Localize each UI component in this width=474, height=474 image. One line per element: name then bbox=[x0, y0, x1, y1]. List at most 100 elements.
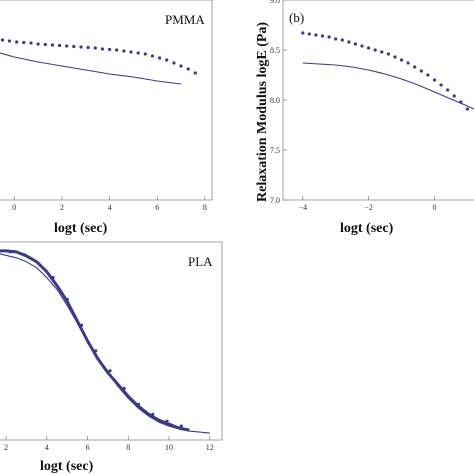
pmma-series bbox=[0, 38, 197, 85]
pla-data-point bbox=[37, 262, 41, 266]
panel-b-data-point bbox=[386, 52, 390, 56]
pla-series bbox=[0, 249, 210, 434]
pmma-x-tick-label: 6 bbox=[155, 203, 159, 212]
panel-b-data-point bbox=[426, 73, 430, 77]
pla-data-point bbox=[108, 369, 112, 373]
pmma-x-tick-label: 8 bbox=[203, 203, 207, 212]
panel-b-series bbox=[301, 31, 474, 111]
panel-b-data-point bbox=[413, 65, 417, 69]
panel-b-data-point bbox=[320, 34, 325, 38]
pmma-data-point bbox=[7, 39, 12, 43]
pla-x-ticks: 2 4 6 8 10 12 bbox=[4, 436, 214, 452]
pmma-x-tick-label: 2 bbox=[60, 203, 64, 212]
pla-data-point bbox=[22, 253, 26, 257]
panel-b-data-point bbox=[373, 48, 377, 52]
pla-data-point bbox=[51, 276, 55, 280]
pmma-x-ticks: 0 2 4 6 8 bbox=[12, 196, 207, 212]
panel-b-ticks: −4 −2 0 7.0 7.5 8.0 8.5 9.0 bbox=[270, 0, 436, 212]
panel-b-data-point bbox=[439, 83, 443, 87]
pla-data-point bbox=[136, 402, 141, 406]
pmma-data-point bbox=[136, 51, 140, 55]
pla-thick-curve bbox=[0, 249, 190, 432]
panel-b-x-axis-title: logt (sec) bbox=[340, 221, 394, 236]
panel-b: (b) −4 −2 0 7.0 7.5 8.0 8.5 9.0 logt (sec) Rela… bbox=[255, 0, 474, 236]
pla-frame bbox=[0, 241, 223, 441]
panel-b-y-tick-label: 9.0 bbox=[270, 0, 280, 5]
pmma-data-point bbox=[22, 40, 26, 45]
pla-data-point bbox=[8, 250, 12, 254]
panel-b-data-point bbox=[465, 107, 469, 111]
pmma-curve bbox=[0, 52, 182, 85]
panel-b-y-tick-label: 8.0 bbox=[270, 96, 280, 105]
pmma-data-point bbox=[172, 61, 176, 65]
panel-b-data-point bbox=[419, 69, 423, 73]
pla-curve bbox=[0, 253, 210, 434]
pmma-data-point bbox=[36, 42, 40, 46]
panel-b-data-point bbox=[340, 38, 344, 42]
panel-b-y-tick-label: 7.5 bbox=[270, 146, 280, 155]
panel-b-data-point bbox=[353, 42, 357, 46]
pla-data-point bbox=[65, 297, 69, 301]
pmma-x-tick-label: 0 bbox=[12, 203, 16, 212]
pmma-data-point bbox=[79, 45, 83, 49]
pmma-data-point bbox=[72, 44, 76, 49]
pmma-data-point bbox=[158, 56, 162, 60]
pmma-data-point bbox=[108, 47, 112, 52]
panel-b-data-point bbox=[446, 88, 450, 92]
panel-b-data-point bbox=[393, 55, 397, 59]
pla-x-tick-label: 6 bbox=[86, 443, 90, 452]
pmma-data-point bbox=[0, 38, 4, 42]
pmma-data-point bbox=[150, 54, 154, 58]
pla-x-tick-label: 2 bbox=[4, 443, 8, 452]
pmma-data-point bbox=[86, 45, 90, 50]
pmma-data-point bbox=[186, 67, 190, 71]
pla-data-point bbox=[165, 419, 169, 423]
panel-b-data-point bbox=[334, 37, 338, 41]
pmma-data-point bbox=[193, 71, 197, 75]
panel-b-data-point bbox=[432, 78, 437, 82]
pmma-data-point bbox=[115, 48, 119, 52]
pla-data-point bbox=[151, 412, 155, 416]
pmma-data-point bbox=[129, 50, 133, 54]
pmma-frame bbox=[0, 0, 213, 201]
panel-b-x-tick-label: 0 bbox=[432, 203, 436, 212]
panel-b-data-point bbox=[400, 58, 404, 62]
pla-x-tick-label: 4 bbox=[45, 443, 49, 452]
panel-b-label: (b) bbox=[289, 10, 304, 25]
panel-b-data-point bbox=[367, 46, 371, 50]
pmma-data-point bbox=[15, 40, 19, 44]
pmma-data-point bbox=[100, 47, 104, 51]
panel-b-data-point bbox=[360, 44, 364, 48]
panel-b-y-tick-label: 7.0 bbox=[270, 196, 280, 205]
pmma-data-point bbox=[122, 49, 126, 53]
panel-b-data-point bbox=[452, 94, 456, 98]
panel-b-data-point bbox=[347, 40, 351, 44]
pla-data-point bbox=[179, 424, 183, 428]
pmma-data-point bbox=[43, 42, 47, 47]
panel-b-y-axis-title: Relaxation Modulus logE (Pa) bbox=[255, 22, 270, 202]
pla-x-tick-label: 10 bbox=[165, 443, 173, 452]
panel-b-frame bbox=[282, 0, 474, 201]
panel-b-data-point bbox=[406, 61, 410, 65]
pmma-x-tick-label: 4 bbox=[108, 203, 112, 212]
pla-x-axis-title: logt (sec) bbox=[40, 459, 94, 474]
panel-b-x-tick-label: −4 bbox=[299, 203, 308, 212]
panel-b-y-tick-label: 8.5 bbox=[270, 46, 280, 55]
panel-b-curve bbox=[302, 62, 474, 110]
pmma-panel: PMMA 0 2 4 6 8 logt (sec) bbox=[0, 0, 213, 236]
pla-x-tick-label: 8 bbox=[126, 443, 130, 452]
pla-x-tick-label: 12 bbox=[206, 443, 214, 452]
pmma-data-point bbox=[65, 44, 69, 48]
pla-label: PLA bbox=[188, 254, 213, 269]
pmma-data-point bbox=[50, 43, 55, 47]
pmma-data-point bbox=[179, 64, 183, 68]
pmma-data-point bbox=[165, 58, 169, 62]
pla-data-point bbox=[122, 386, 126, 391]
panel-b-data-point bbox=[380, 50, 384, 54]
pla-data-point bbox=[79, 323, 84, 327]
pla-panel: PLA 2 4 6 8 10 12 logt (sec) bbox=[0, 241, 223, 474]
pmma-data-point bbox=[143, 52, 147, 56]
panel-b-data-point bbox=[314, 33, 318, 37]
pmma-x-axis-title: logt (sec) bbox=[54, 221, 108, 236]
panel-b-data-point bbox=[307, 32, 311, 36]
